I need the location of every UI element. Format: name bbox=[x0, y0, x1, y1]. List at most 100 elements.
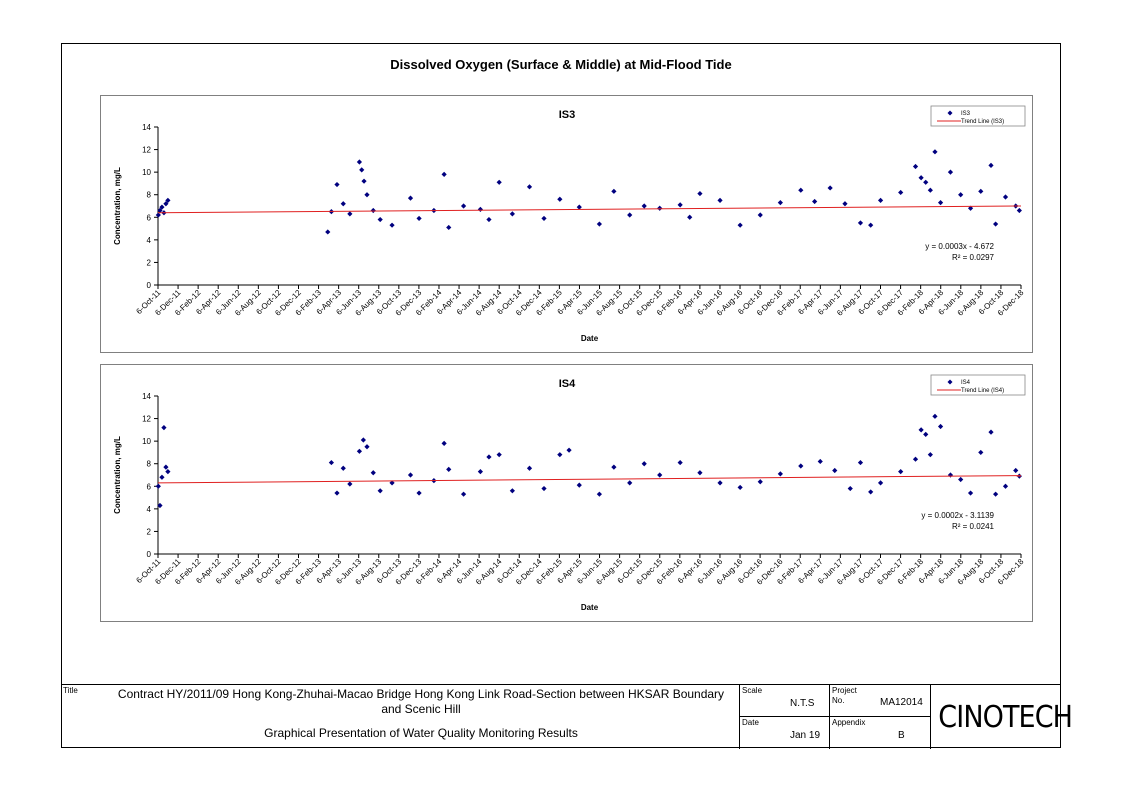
project-label: Project bbox=[832, 686, 857, 695]
chart-2-data-point bbox=[477, 469, 483, 475]
chart-1-data-point bbox=[576, 204, 582, 210]
chart-2-data-point bbox=[898, 469, 904, 475]
chart-1-data-point bbox=[526, 184, 533, 190]
chart-1-data-point bbox=[912, 163, 919, 170]
chart-2-data-point bbox=[932, 413, 938, 419]
chart-1-y-tick-label: 10 bbox=[142, 168, 151, 177]
chart-2-data-point bbox=[163, 464, 169, 470]
chart-2-legend-marker bbox=[947, 379, 953, 385]
appendix-label: Appendix bbox=[832, 718, 866, 727]
chart-1-data-point bbox=[868, 222, 874, 228]
chart-1-y-tick-label: 0 bbox=[147, 281, 152, 290]
chart-1-data-point bbox=[509, 211, 515, 217]
chart-1-data-point bbox=[557, 196, 563, 202]
chart-1-legend-marker bbox=[947, 110, 953, 116]
chart-1-data-point bbox=[370, 207, 376, 214]
chart-1-data-point bbox=[155, 212, 161, 218]
scale-label: Scale bbox=[742, 686, 763, 695]
chart-2-data-point bbox=[155, 483, 161, 489]
chart-2-title: IS4 bbox=[559, 378, 576, 390]
chart-1-data-point bbox=[641, 203, 647, 209]
chart-1-data-point bbox=[1016, 207, 1022, 214]
drawing-frame bbox=[61, 43, 1061, 748]
title-cell: Title Contract HY/2011/09 Hong Kong-Zhuh… bbox=[61, 685, 740, 749]
chart-1-data-point bbox=[496, 179, 502, 185]
chart-2-x-axis-label: Date bbox=[581, 603, 599, 612]
chart-2-data-point bbox=[389, 480, 395, 486]
chart-2-data-point bbox=[407, 472, 414, 478]
chart-1-data-point bbox=[757, 212, 763, 218]
chart-2-data-point bbox=[912, 456, 919, 462]
chart-1-data-point bbox=[325, 229, 331, 235]
chart-1-data-point bbox=[416, 215, 422, 222]
scale-date-cell: Scale N.T.S Date Jan 19 bbox=[740, 685, 830, 749]
chart-2-data-point bbox=[1002, 483, 1009, 489]
chart-1-data-point bbox=[827, 185, 833, 191]
title-block: Title Contract HY/2011/09 Hong Kong-Zhuh… bbox=[61, 684, 1061, 749]
chart-2-data-point bbox=[159, 474, 165, 480]
company-logo: CINOTECH bbox=[938, 700, 1073, 735]
chart-1-data-point bbox=[163, 201, 169, 207]
chart-1-data-point bbox=[477, 206, 483, 212]
chart-2-trend-equation: y = 0.0002x - 3.1139 bbox=[921, 511, 994, 520]
chart-2-trend-line bbox=[157, 475, 1022, 484]
chart-1-data-point bbox=[812, 198, 818, 205]
chart-1-data-point bbox=[340, 201, 346, 207]
chart-2-data-point bbox=[657, 472, 663, 478]
chart-1-data-point bbox=[361, 178, 367, 184]
chart-2-data-point bbox=[927, 452, 933, 458]
chart-2-data-point bbox=[165, 469, 171, 475]
chart-1-data-point bbox=[777, 200, 783, 206]
chart-1-data-point bbox=[947, 169, 954, 175]
project-appendix-cell: Project No. MA12014 Appendix B bbox=[830, 685, 931, 749]
chart-1-data-point bbox=[918, 175, 924, 181]
date-label: Date bbox=[742, 718, 759, 727]
chart-2-data-point bbox=[988, 429, 994, 435]
chart-2-data-point bbox=[364, 444, 370, 450]
chart-2-data-point bbox=[460, 491, 467, 497]
chart-1-data-point bbox=[857, 220, 864, 226]
chart-2-data-point bbox=[947, 472, 954, 478]
chart-2-y-tick-label: 4 bbox=[147, 505, 152, 514]
chart-2-data-point bbox=[967, 490, 974, 496]
project-no-value: MA12014 bbox=[880, 697, 923, 708]
chart-1-data-point bbox=[717, 197, 723, 203]
chart-1-data-point bbox=[377, 216, 383, 223]
chart-2-data-point bbox=[441, 440, 447, 446]
chart-2-data-point bbox=[627, 480, 633, 486]
project-title-line1: Contract HY/2011/09 Hong Kong-Zhuhai-Mac… bbox=[117, 687, 725, 701]
chart-1-data-point bbox=[697, 190, 703, 197]
chart-1-y-tick-label: 4 bbox=[147, 236, 152, 245]
chart-2-data-point bbox=[737, 484, 743, 491]
page-title: Dissolved Oxygen (Surface & Middle) at M… bbox=[390, 57, 732, 72]
chart-1-legend-label-trend: Trend Line (IS3) bbox=[961, 119, 1004, 125]
chart-2-data-point bbox=[958, 476, 964, 483]
chart-1-y-tick-label: 8 bbox=[147, 191, 152, 200]
chart-1-data-point bbox=[541, 215, 547, 222]
chart-1-y-tick-label: 2 bbox=[147, 258, 152, 267]
chart-2-data-point bbox=[847, 485, 853, 492]
chart-1-data-point bbox=[486, 216, 492, 223]
chart-1-data-point bbox=[460, 203, 467, 209]
chart-2-data-point bbox=[161, 425, 167, 431]
chart-2-data-point bbox=[557, 452, 563, 458]
chart-2-trend-r-squared: R² = 0.0241 bbox=[952, 522, 995, 531]
chart-1-data-point bbox=[958, 192, 964, 198]
chart-2-data-point bbox=[157, 502, 163, 509]
chart-2-data-point bbox=[611, 464, 617, 470]
chart-1-data-point bbox=[441, 171, 447, 177]
chart-1-data-point bbox=[923, 179, 929, 185]
chart-2-y-axis-label: Concentration, mg/L bbox=[113, 436, 122, 514]
chart-1-y-axis-label: Concentration, mg/L bbox=[113, 167, 122, 245]
chart-2-data-point bbox=[717, 480, 723, 486]
chart-2-data-point bbox=[356, 448, 363, 454]
chart-1-data-point bbox=[356, 159, 363, 165]
chart-1-data-point bbox=[737, 222, 743, 228]
chart-2-data-point bbox=[1016, 473, 1022, 479]
chart-1-data-point bbox=[165, 197, 171, 203]
chart-1-y-tick-label: 14 bbox=[142, 123, 151, 132]
chart-1-data-point bbox=[364, 192, 370, 198]
chart-2-data-point bbox=[370, 470, 376, 476]
chart-1-data-point bbox=[927, 187, 933, 193]
scale-date-divider bbox=[740, 716, 830, 717]
